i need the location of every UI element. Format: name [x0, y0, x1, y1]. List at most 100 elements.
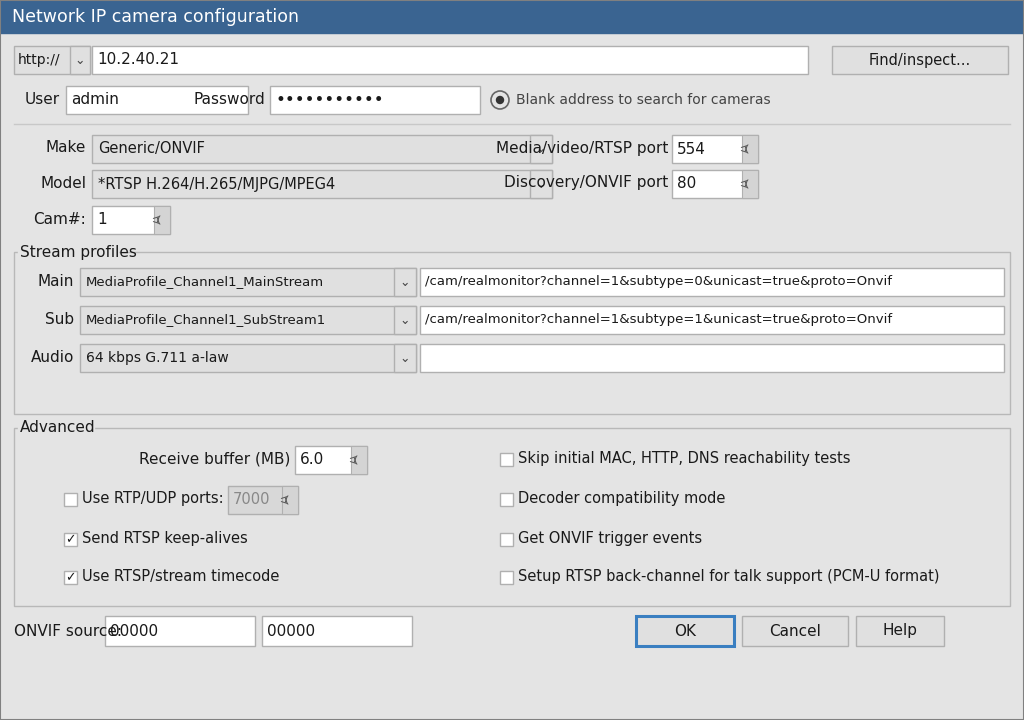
- Text: Skip initial MAC, HTTP, DNS reachability tests: Skip initial MAC, HTTP, DNS reachability…: [518, 451, 851, 467]
- Text: Audio: Audio: [31, 349, 74, 364]
- Text: /cam/realmonitor?channel=1&subtype=0&unicast=true&proto=Onvif: /cam/realmonitor?channel=1&subtype=0&uni…: [425, 276, 892, 289]
- Text: 64 kbps G.711 a-law: 64 kbps G.711 a-law: [86, 351, 228, 365]
- Text: 1: 1: [97, 212, 106, 228]
- Text: ⌄: ⌄: [536, 178, 546, 191]
- Bar: [856, 616, 944, 646]
- Bar: [500, 533, 513, 546]
- Bar: [420, 268, 1004, 296]
- Bar: [831, 46, 1008, 74]
- Text: Make: Make: [46, 140, 86, 156]
- Bar: [92, 46, 808, 74]
- Bar: [295, 446, 367, 474]
- Bar: [63, 533, 77, 546]
- Text: Model: Model: [40, 176, 86, 191]
- Text: Advanced: Advanced: [20, 420, 95, 436]
- Bar: [672, 135, 758, 163]
- Bar: [394, 268, 416, 296]
- Text: Network IP camera configuration: Network IP camera configuration: [12, 7, 299, 25]
- Bar: [14, 252, 1010, 414]
- Bar: [500, 493, 513, 506]
- Text: 00000: 00000: [267, 624, 315, 639]
- Text: ⌄: ⌄: [399, 313, 411, 326]
- Bar: [394, 306, 416, 334]
- Text: Stream profiles: Stream profiles: [20, 245, 137, 259]
- Text: •••••••••••: •••••••••••: [275, 91, 384, 109]
- Bar: [500, 571, 513, 584]
- Text: OK: OK: [674, 624, 696, 639]
- Bar: [270, 86, 480, 114]
- Text: 80: 80: [677, 176, 696, 192]
- Bar: [351, 446, 367, 474]
- Bar: [420, 344, 1004, 372]
- Bar: [154, 206, 170, 234]
- Text: Blank address to search for cameras: Blank address to search for cameras: [516, 93, 771, 107]
- Bar: [530, 135, 552, 163]
- Text: Media/video/RTSP port: Media/video/RTSP port: [496, 140, 668, 156]
- Text: MediaProfile_Channel1_MainStream: MediaProfile_Channel1_MainStream: [86, 276, 325, 289]
- Text: *RTSP H.264/H.265/MJPG/MPEG4: *RTSP H.264/H.265/MJPG/MPEG4: [98, 176, 335, 192]
- Bar: [420, 306, 1004, 334]
- Text: 10.2.40.21: 10.2.40.21: [97, 53, 179, 68]
- Bar: [394, 344, 416, 372]
- Bar: [636, 616, 734, 646]
- Text: MediaProfile_Channel1_SubStream1: MediaProfile_Channel1_SubStream1: [86, 313, 327, 326]
- Text: ⌄: ⌄: [75, 53, 85, 66]
- Text: /cam/realmonitor?channel=1&subtype=1&unicast=true&proto=Onvif: /cam/realmonitor?channel=1&subtype=1&uni…: [425, 313, 892, 326]
- Bar: [80, 306, 416, 334]
- Text: http://: http://: [18, 53, 60, 67]
- Bar: [80, 344, 416, 372]
- Text: Find/inspect...: Find/inspect...: [869, 53, 971, 68]
- Text: Generic/ONVIF: Generic/ONVIF: [98, 142, 205, 156]
- Text: ⌄: ⌄: [399, 351, 411, 364]
- Bar: [262, 616, 412, 646]
- Bar: [500, 453, 513, 466]
- Bar: [18, 244, 118, 260]
- Text: ✓: ✓: [66, 533, 76, 546]
- Bar: [63, 571, 77, 584]
- Text: Use RTSP/stream timecode: Use RTSP/stream timecode: [82, 570, 280, 585]
- Bar: [742, 170, 758, 198]
- Bar: [530, 170, 552, 198]
- Text: admin: admin: [71, 92, 119, 107]
- Text: Use RTP/UDP ports:: Use RTP/UDP ports:: [82, 492, 223, 506]
- Bar: [742, 135, 758, 163]
- Bar: [0, 0, 1024, 33]
- Bar: [63, 493, 77, 506]
- Text: Get ONVIF trigger events: Get ONVIF trigger events: [518, 531, 702, 546]
- Bar: [92, 206, 170, 234]
- Text: Send RTSP keep-alives: Send RTSP keep-alives: [82, 531, 248, 546]
- Bar: [66, 86, 248, 114]
- Bar: [14, 428, 1010, 606]
- Text: Discovery/ONVIF port: Discovery/ONVIF port: [504, 176, 668, 191]
- Text: Setup RTSP back-channel for talk support (PCM-U format): Setup RTSP back-channel for talk support…: [518, 570, 939, 585]
- Text: 00000: 00000: [110, 624, 158, 639]
- Circle shape: [497, 96, 504, 104]
- Bar: [14, 46, 90, 74]
- Bar: [70, 46, 90, 74]
- Text: Receive buffer (MB): Receive buffer (MB): [138, 451, 290, 467]
- Bar: [92, 135, 552, 163]
- Bar: [18, 420, 94, 436]
- Text: ⌄: ⌄: [536, 143, 546, 156]
- Text: 7000: 7000: [233, 492, 270, 508]
- Text: Cam#:: Cam#:: [33, 212, 86, 228]
- Text: Help: Help: [883, 624, 918, 639]
- Bar: [228, 486, 298, 514]
- Text: User: User: [25, 91, 60, 107]
- Bar: [92, 170, 552, 198]
- Text: 554: 554: [677, 142, 706, 156]
- Bar: [105, 616, 255, 646]
- Bar: [742, 616, 848, 646]
- Bar: [282, 486, 298, 514]
- Text: ONVIF source:: ONVIF source:: [14, 624, 122, 639]
- Text: Main: Main: [38, 274, 74, 289]
- Text: ⌄: ⌄: [399, 276, 411, 289]
- Text: ✓: ✓: [66, 571, 76, 584]
- Bar: [80, 268, 416, 296]
- Text: 6.0: 6.0: [300, 452, 325, 467]
- Text: Decoder compatibility mode: Decoder compatibility mode: [518, 492, 725, 506]
- Text: Password: Password: [194, 91, 265, 107]
- Text: Cancel: Cancel: [769, 624, 821, 639]
- Bar: [672, 170, 758, 198]
- Text: Sub: Sub: [45, 312, 74, 326]
